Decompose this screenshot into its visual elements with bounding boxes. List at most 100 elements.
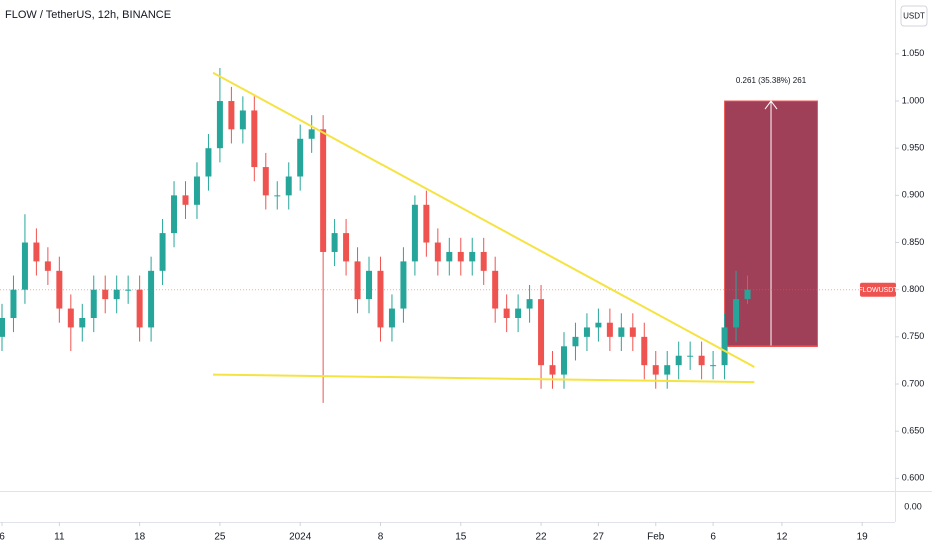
candle-body — [538, 299, 545, 366]
chart-title: FLOW / TetherUS, 12h, BINANCE — [5, 9, 171, 21]
candle-body — [652, 365, 659, 375]
candle-body — [148, 270, 155, 328]
x-tick-label: 22 — [535, 532, 547, 543]
candle-body — [560, 346, 567, 375]
candle-body — [492, 270, 499, 309]
candle-body — [308, 129, 315, 139]
candle-body — [687, 355, 694, 357]
candle-body — [0, 317, 5, 337]
candle-body — [423, 204, 430, 243]
currency-label[interactable]: USDT — [903, 12, 925, 21]
candle-body — [388, 308, 395, 328]
x-tick-label: 2024 — [289, 532, 312, 543]
candle-body — [216, 101, 223, 149]
x-tick-label: 15 — [455, 532, 467, 543]
candle-body — [595, 322, 602, 328]
candle-body — [239, 110, 246, 130]
candle-body — [228, 101, 235, 130]
x-tick-label: 6 — [710, 532, 716, 543]
volume-pane-tick-label: 0.00 — [904, 501, 922, 511]
candle-body — [193, 176, 200, 205]
x-tick-label: 6 — [0, 532, 5, 543]
candle-body — [285, 176, 292, 196]
candle-body — [79, 317, 86, 328]
candle-body — [21, 242, 28, 290]
candle-body — [251, 110, 258, 168]
y-tick-label: 1.000 — [902, 95, 925, 105]
candle-body — [205, 148, 212, 177]
candle-body — [274, 195, 281, 197]
currency-button[interactable] — [900, 5, 928, 27]
y-tick-label: 0.800 — [902, 284, 925, 294]
position-label: 0.261 (35.38%) 261 — [736, 76, 807, 85]
y-tick-label: 1.050 — [902, 48, 925, 58]
candle-body — [159, 233, 166, 271]
candle-body — [641, 336, 648, 366]
candle-body — [733, 299, 740, 328]
x-tick-label: 18 — [134, 532, 146, 543]
candle-body — [411, 204, 418, 262]
candle-body — [698, 355, 705, 366]
y-tick-label: 0.600 — [902, 473, 925, 483]
candle-body — [721, 327, 728, 366]
x-tick-label: 12 — [776, 532, 788, 543]
trendline — [213, 373, 755, 384]
candle-body — [320, 129, 327, 252]
candle-body — [515, 308, 522, 318]
candle-body — [67, 308, 74, 328]
y-tick-label: 0.750 — [902, 331, 925, 341]
x-tick-label: 11 — [54, 532, 65, 543]
candle-body — [331, 233, 338, 252]
candle-body — [44, 261, 51, 271]
x-tick-label: 25 — [214, 532, 226, 543]
candle-body — [343, 233, 350, 262]
candle-body — [446, 251, 453, 262]
candle-body — [90, 289, 97, 318]
candle-body — [503, 308, 510, 318]
y-tick-label: 0.650 — [902, 426, 925, 436]
y-tick-label: 0.900 — [902, 190, 925, 200]
price-tag — [860, 282, 896, 297]
price-tag-label: FLOWUSDT — [858, 287, 898, 294]
candle-body — [33, 242, 40, 262]
candle-body — [400, 261, 407, 309]
x-tick-label: 27 — [593, 532, 605, 543]
candle-body — [606, 322, 613, 337]
candle-body — [171, 195, 178, 234]
candle-body — [675, 355, 682, 366]
candle-body — [583, 327, 590, 337]
candle-body — [182, 195, 189, 205]
candle-body — [56, 270, 63, 309]
candle-body — [377, 270, 384, 328]
candle-body — [354, 261, 361, 300]
candle-body — [469, 251, 476, 262]
candle-body — [434, 242, 441, 262]
candle-body — [664, 365, 671, 375]
candle-body — [457, 251, 464, 262]
candle-body — [10, 289, 17, 318]
candle-body — [572, 336, 579, 347]
candle-body — [366, 270, 373, 300]
candle-body — [549, 365, 556, 375]
candle-body — [629, 327, 636, 337]
candle-body — [262, 167, 269, 196]
candle-body — [113, 289, 120, 300]
candle-body — [125, 289, 132, 291]
y-tick-label: 0.950 — [902, 143, 925, 153]
candle-body — [744, 289, 751, 300]
y-tick-label: 0.700 — [902, 378, 925, 388]
x-tick-label: 19 — [857, 532, 869, 543]
candle-body — [480, 251, 487, 271]
candle-body — [136, 289, 143, 328]
target-arrow-head — [764, 100, 778, 110]
y-tick-label: 0.850 — [902, 237, 925, 247]
candle-body — [710, 365, 717, 367]
candle-body — [102, 289, 109, 300]
x-tick-label: 8 — [378, 532, 384, 543]
candle-body — [618, 327, 625, 337]
trendline — [212, 71, 755, 368]
x-tick-label: Feb — [647, 532, 665, 543]
candle-body — [526, 299, 533, 309]
